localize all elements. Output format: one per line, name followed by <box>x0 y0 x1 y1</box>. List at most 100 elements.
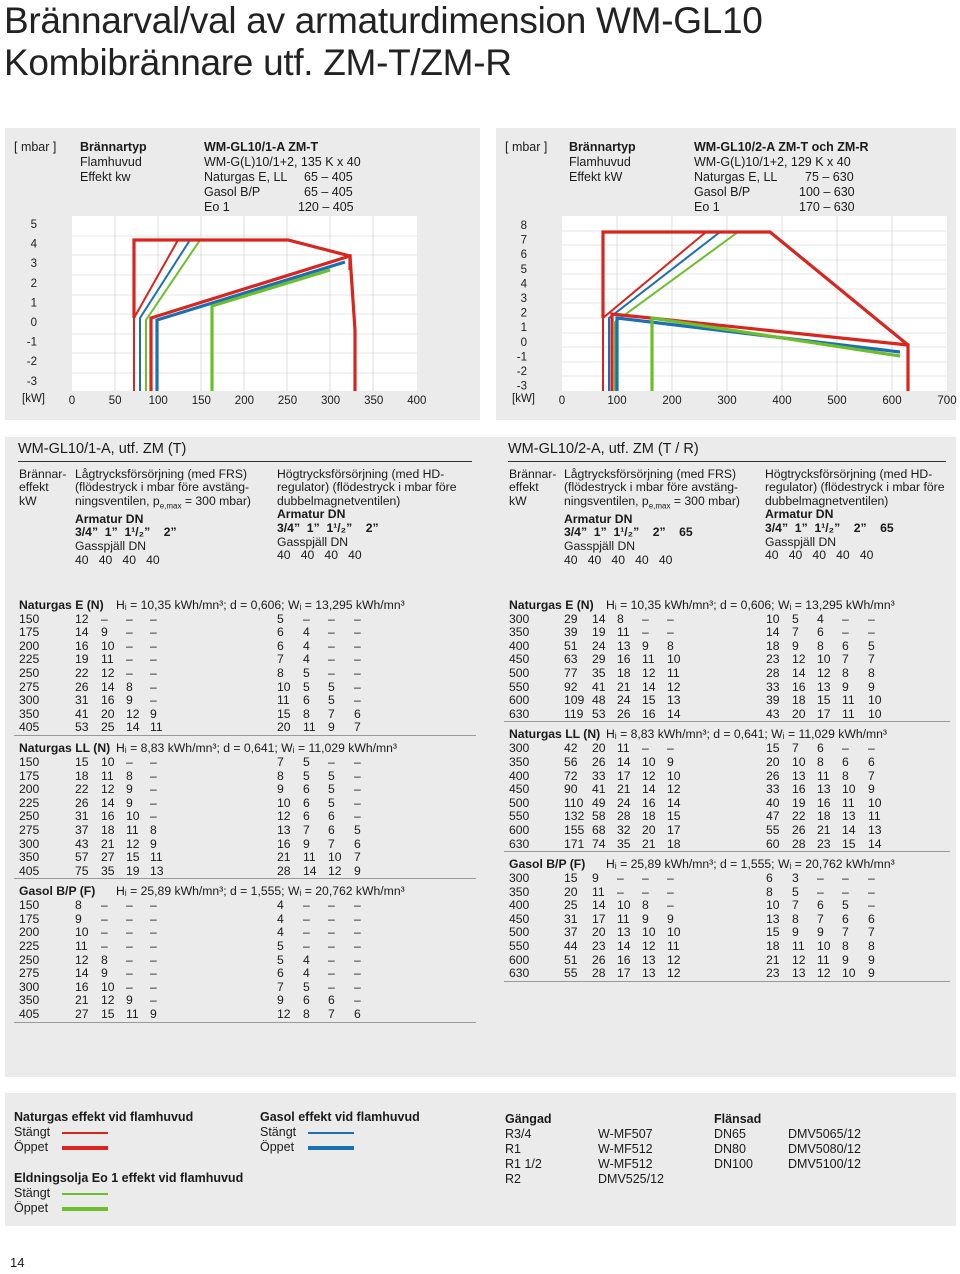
table2-cell: 11 <box>642 652 655 667</box>
table2-cell: 15 <box>766 741 780 756</box>
table1-cell: 12 <box>328 863 342 878</box>
table2-cell: 550 <box>509 679 530 694</box>
table2-table-row: 300 29 14 8 – – 10 5 4 – – <box>504 612 950 627</box>
table2-cell: 12 <box>667 952 681 967</box>
legend-flansad-item: DN100 DMV5100/12 <box>714 1157 914 1172</box>
table2-cell: 10 <box>868 693 882 708</box>
table1-cell: 7 <box>277 652 284 667</box>
legend-gangad-part: W-MF512 <box>598 1157 653 1171</box>
page-number: 14 <box>10 1255 25 1270</box>
table2-cell: 20 <box>564 884 578 899</box>
table1-header: Brännar- effekt kW Lågtrycksförsörjning … <box>14 467 476 593</box>
legend-gasol-closed-line <box>308 1132 354 1134</box>
table1-cell: 6 <box>303 795 310 810</box>
legend-flansad-part: DMV5080/12 <box>788 1142 861 1156</box>
table1-cell: 9 <box>150 706 157 721</box>
table2-cell: 350 <box>509 754 530 769</box>
table2-cell: 18 <box>642 809 656 824</box>
table1-cell: 10 <box>328 850 342 865</box>
chart2-x-tick-6: 600 <box>882 395 901 407</box>
table1-table-row: 175 18 11 8 – 8 5 5 – <box>14 769 476 784</box>
table1-table-row: 200 10– – –4– – – <box>14 926 476 940</box>
table1-cell: 15 <box>277 706 291 721</box>
table1-low: Lågtrycksförsörjning (med FRS) (flödestr… <box>75 467 251 568</box>
table2-cell: 11 <box>792 939 805 954</box>
table2-cell: 9 <box>868 782 875 797</box>
table1-cell: 14 <box>126 720 140 735</box>
table2-cell: 21 <box>766 952 780 967</box>
table2-table-row: 600 51 26 16 13 12 21 12 11 9 9 <box>504 952 950 968</box>
table2-cell: 300 <box>509 741 530 756</box>
table1-table-row: 250 12 8 – – 5 4 – – <box>14 952 476 968</box>
table2-cell: 600 <box>509 952 530 967</box>
table1-cell: 21 <box>101 836 115 851</box>
table1-cell: 31 <box>75 693 89 708</box>
table1-cell: 150 <box>19 611 40 626</box>
table2-cell: 22 <box>792 809 806 824</box>
table1-cell: 300 <box>19 836 40 851</box>
chart2-x-tick-5: 500 <box>827 395 846 407</box>
legend-eo-closed: Stängt <box>14 1186 51 1200</box>
table2-cell: 18 <box>817 809 831 824</box>
table1-cell: – <box>101 939 108 954</box>
table2-cell: 12 <box>792 952 806 967</box>
table2-cell: – <box>667 741 674 756</box>
table2-low: Lågtrycksförsörjning (med FRS) (flödestr… <box>564 467 740 568</box>
table1-cell: – <box>354 679 361 694</box>
table2-table-row: 350 20 11– – –8 5– – – <box>504 884 950 900</box>
table1-cell: – <box>354 939 361 954</box>
table1-cell: 6 <box>354 1007 361 1022</box>
chart1-info: [ mbar ] Brännartyp Flamhuvud Effekt kw … <box>14 140 474 220</box>
table1-cell: – <box>126 952 133 967</box>
table1-cell: 405 <box>19 863 40 878</box>
table2-cell: 14 <box>868 836 882 851</box>
table1-cell: – <box>328 911 335 926</box>
table2-cell: 68 <box>592 822 606 837</box>
table2-cell: 33 <box>592 768 606 783</box>
table1-cell: – <box>150 782 157 797</box>
table1-cell: – <box>354 925 361 940</box>
table1-cell: – <box>328 939 335 954</box>
table2-cell: 13 <box>667 693 681 708</box>
table1-cell: 16 <box>101 693 115 708</box>
table2-cell: 14 <box>592 898 606 913</box>
chart1-kw: [kW] <box>22 393 45 405</box>
table1-cell: – <box>101 911 108 926</box>
table1-cell: 57 <box>75 850 89 865</box>
table2-cell: 16 <box>642 795 656 810</box>
chart2-gasol-closed-curve <box>608 231 721 391</box>
table1-cell: 405 <box>19 1007 40 1022</box>
table1-cell: 5 <box>277 939 284 954</box>
chart-2: 0 100 200 300 400 500 600 700 8 7 6 5 4 3 2 1 0 -1 -2 -3 [… <box>0 0 960 420</box>
table2-cell: 17 <box>617 966 631 981</box>
table2-cell: 24 <box>617 795 631 810</box>
table2-cell: 14 <box>617 939 631 954</box>
table1-cell: – <box>354 993 361 1008</box>
table1-cell: 21 <box>75 993 89 1008</box>
table1-cell: – <box>150 652 157 667</box>
table1-table-row: 225 11– – –5– – – <box>14 939 476 954</box>
title-line-2: Kombibrännare utf. ZM-T/ZM-R <box>4 42 512 83</box>
table1-cell: – <box>126 966 133 981</box>
table1-cell: 9 <box>354 863 361 878</box>
table2-low3: ningsventilen, pe,max = 300 mbar) <box>564 494 740 513</box>
table2-cell: 17 <box>617 768 631 783</box>
table2-cell: 12 <box>642 939 656 954</box>
table1-cell: – <box>354 665 361 680</box>
table1-cell: 6 <box>303 993 310 1008</box>
table2-cell: 29 <box>592 652 606 667</box>
table1-cell: 27 <box>75 1007 89 1022</box>
table2-cell: 6 <box>817 625 824 640</box>
table1-cell: 275 <box>19 966 40 981</box>
table2-cell: 26 <box>592 952 606 967</box>
table1-cell: – <box>303 925 310 940</box>
chart2-r1: Naturgas E, LL <box>694 170 778 184</box>
table2-cell: 500 <box>509 795 530 810</box>
table2-table-row: 400 72 33 17 12 10 26 13 11 8 7 <box>504 768 950 784</box>
table2-high2: regulator) (flödestryck i mbar före <box>765 480 945 495</box>
table1-gas-high: Gasspjäll DN <box>277 534 349 549</box>
table1-cell: 6 <box>303 693 310 708</box>
table2-cell: 600 <box>509 693 530 708</box>
table1-cell: – <box>101 611 108 626</box>
table1-cell: – <box>126 979 133 994</box>
